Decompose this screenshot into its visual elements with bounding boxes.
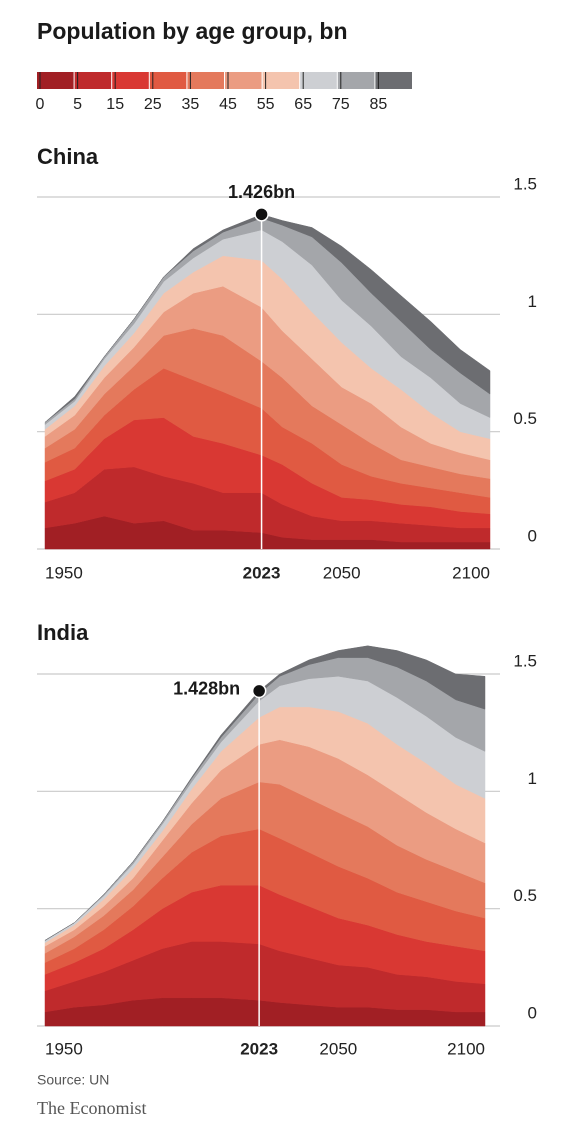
legend-swatch (37, 72, 74, 89)
legend-label: 0 (36, 96, 45, 113)
x-tick-label: 2023 (243, 563, 281, 582)
annotation-dot (254, 207, 269, 222)
legend-label: 55 (257, 96, 275, 113)
brand: The Economist (37, 1098, 146, 1118)
source: Source: UN (37, 1072, 109, 1088)
annotation-dot (251, 683, 267, 699)
y-tick-label: 0.5 (513, 886, 537, 905)
x-tick-label: 2050 (319, 1039, 357, 1058)
legend-swatch (375, 72, 412, 89)
panel-title: China (37, 144, 99, 169)
legend-label: 45 (219, 96, 237, 113)
y-tick-label: 1 (528, 769, 537, 788)
legend-swatch (300, 72, 337, 89)
legend-label: 35 (182, 96, 200, 113)
x-tick-label: 2100 (452, 563, 490, 582)
annotation-label: 1.428bn (173, 679, 240, 699)
legend-swatch (337, 72, 375, 89)
legend-swatch (74, 72, 112, 89)
legend-swatch (112, 72, 149, 89)
legend-swatch (262, 72, 300, 89)
y-tick-label: 0.5 (513, 409, 537, 428)
y-tick-label: 1.5 (513, 651, 537, 670)
x-tick-label: 1950 (45, 563, 83, 582)
legend-label: 85 (370, 96, 388, 113)
area (44, 645, 486, 941)
panel-title: India (37, 620, 89, 645)
legend-label: 25 (144, 96, 162, 113)
y-tick-label: 0 (528, 1003, 537, 1022)
area (44, 214, 491, 423)
legend-swatch (149, 72, 187, 89)
x-tick-label: 2050 (323, 563, 361, 582)
annotation-label: 1.426bn (228, 182, 295, 202)
y-tick-label: 1.5 (513, 174, 537, 193)
x-tick-label: 2023 (240, 1039, 278, 1058)
chart-title: Population by age group, bn (37, 18, 348, 44)
legend-swatch (225, 72, 262, 89)
legend-label: 75 (332, 96, 350, 113)
x-tick-label: 2100 (447, 1039, 485, 1058)
legend-label: 5 (73, 96, 82, 113)
x-tick-label: 1950 (45, 1039, 83, 1058)
legend-label: 65 (294, 96, 312, 113)
y-tick-label: 0 (528, 526, 537, 545)
legend-label: 15 (106, 96, 124, 113)
legend-swatch (187, 72, 224, 89)
y-tick-label: 1 (528, 292, 537, 311)
